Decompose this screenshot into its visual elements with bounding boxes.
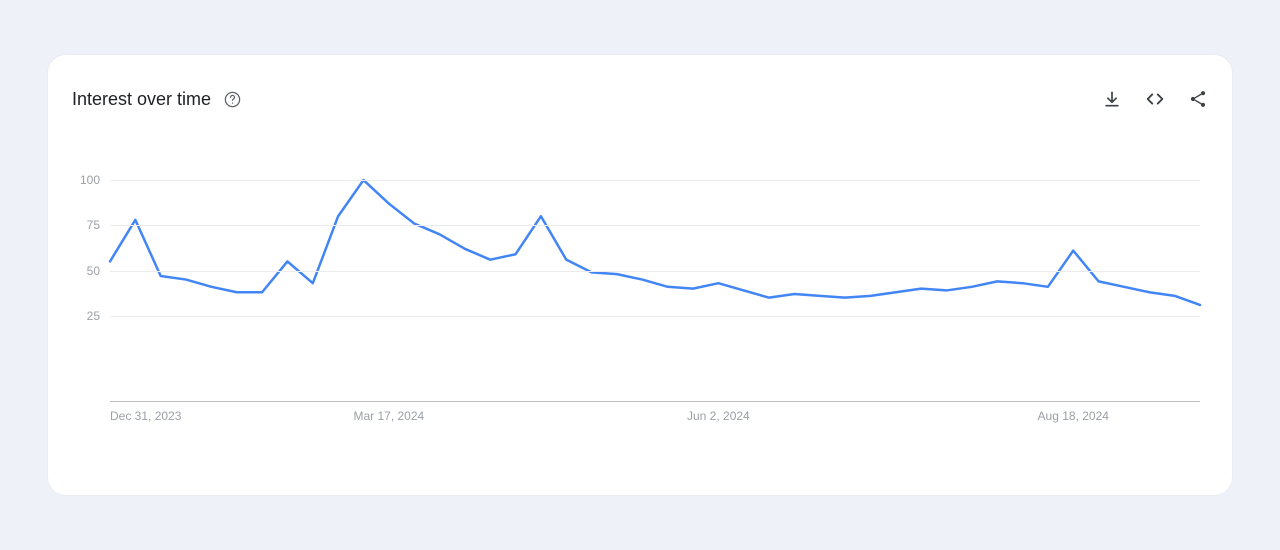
trends-card: Interest over time bbox=[48, 55, 1232, 495]
help-icon[interactable] bbox=[223, 90, 242, 109]
x-axis-baseline bbox=[110, 401, 1200, 402]
card-header: Interest over time bbox=[72, 79, 1208, 119]
plot-area: 25 50 75 100 bbox=[110, 171, 1200, 361]
card-title: Interest over time bbox=[72, 89, 211, 110]
trend-line bbox=[110, 171, 1200, 361]
y-axis-label: 100 bbox=[80, 173, 100, 187]
gridline: 50 bbox=[110, 271, 1200, 272]
chart-inner: 25 50 75 100 Dec 31, 2023 Mar 17, 2024 Jun 2,… bbox=[110, 171, 1200, 471]
card-actions bbox=[1102, 88, 1208, 110]
share-icon[interactable] bbox=[1188, 89, 1208, 109]
chart-container: 25 50 75 100 Dec 31, 2023 Mar 17, 2024 Jun 2,… bbox=[72, 171, 1208, 471]
download-icon[interactable] bbox=[1102, 89, 1122, 109]
y-axis-label: 25 bbox=[87, 309, 100, 323]
gridline: 100 bbox=[110, 180, 1200, 181]
code-icon[interactable] bbox=[1144, 88, 1166, 110]
gridline: 75 bbox=[110, 225, 1200, 226]
title-wrap: Interest over time bbox=[72, 89, 242, 110]
x-axis-label: Dec 31, 2023 bbox=[110, 409, 181, 423]
gridline: 25 bbox=[110, 316, 1200, 317]
x-axis-labels: Dec 31, 2023 Mar 17, 2024 Jun 2, 2024 Aug 1… bbox=[110, 409, 1200, 429]
x-axis-label: Aug 18, 2024 bbox=[1038, 409, 1109, 423]
y-axis-label: 75 bbox=[87, 218, 100, 232]
x-axis-label: Jun 2, 2024 bbox=[687, 409, 750, 423]
y-axis-label: 50 bbox=[87, 264, 100, 278]
x-axis-label: Mar 17, 2024 bbox=[353, 409, 424, 423]
